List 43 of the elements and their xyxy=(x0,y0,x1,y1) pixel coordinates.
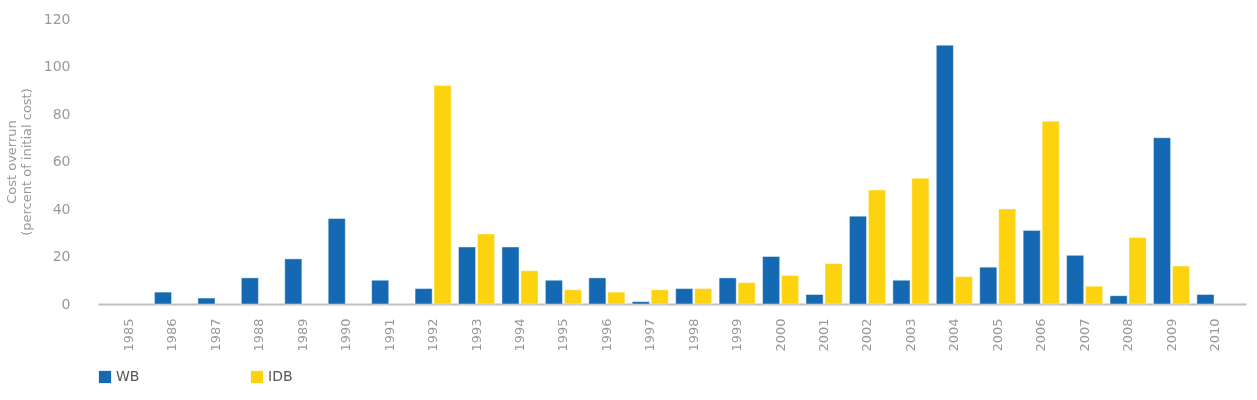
legend-label: IDB xyxy=(268,368,293,384)
y-tick-label: 120 xyxy=(43,10,71,27)
x-tick-label: 1993 xyxy=(468,318,484,352)
x-tick-label: 1991 xyxy=(381,318,397,352)
bar xyxy=(154,291,172,305)
x-tick-label: 2008 xyxy=(1120,318,1136,352)
x-tick-label: 2002 xyxy=(859,318,875,352)
bar xyxy=(197,297,216,305)
x-tick-label: 1990 xyxy=(338,318,354,352)
x-tick-label: 2003 xyxy=(902,318,918,352)
bar xyxy=(241,277,259,305)
x-tick-label: 1995 xyxy=(555,318,571,352)
x-tick-label: 2001 xyxy=(816,318,832,352)
y-tick-label: 20 xyxy=(52,248,71,264)
x-tick-label: 1999 xyxy=(729,318,745,352)
y-tick-label: 80 xyxy=(52,105,71,122)
x-tick-label: 2006 xyxy=(1033,318,1049,352)
x-tick-label: 2000 xyxy=(772,318,788,352)
x-tick-label: 2007 xyxy=(1076,318,1092,352)
x-tick-label: 2004 xyxy=(946,318,962,352)
x-tick-label: 1994 xyxy=(511,318,527,352)
x-tick-label: 2005 xyxy=(989,318,1005,352)
x-tick-label: 1996 xyxy=(598,318,614,352)
x-tick-label: 2009 xyxy=(1163,318,1179,352)
bar xyxy=(371,279,390,305)
x-tick-label: 1987 xyxy=(207,318,223,352)
x-tick-label: 1989 xyxy=(294,318,310,352)
legend-label: WB xyxy=(116,368,140,384)
y-tick-label: 100 xyxy=(43,58,71,74)
x-tick-label: 1997 xyxy=(642,318,658,352)
x-tick-label: 1998 xyxy=(685,318,701,352)
bar xyxy=(284,258,303,305)
x-tick-label: 1988 xyxy=(251,318,267,352)
x-tick-label: 1992 xyxy=(425,318,441,352)
bar xyxy=(1196,294,1215,305)
x-tick-label: 2010 xyxy=(1206,318,1222,352)
y-tick-label: 0 xyxy=(61,295,71,312)
y-tick-label: 40 xyxy=(52,200,71,217)
y-tick-label: 60 xyxy=(52,153,71,169)
y-axis-title: Cost overrun (percent of initial cost) xyxy=(3,88,34,236)
bar xyxy=(327,218,346,305)
x-tick-label: 1985 xyxy=(121,318,137,352)
x-tick-label: 1986 xyxy=(164,318,180,352)
